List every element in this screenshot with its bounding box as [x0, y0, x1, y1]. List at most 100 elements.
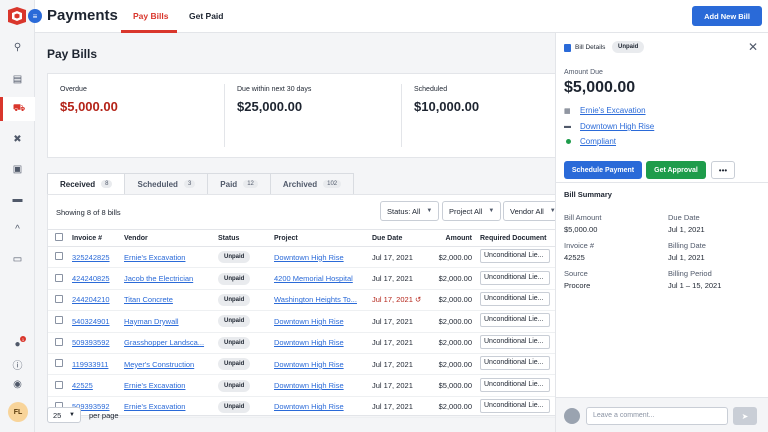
table-row[interactable]: 325242825 Ernie's Excavation Unpaid Downtow…	[48, 246, 579, 269]
project-link[interactable]: Downtown High Rise	[274, 402, 344, 412]
table-row[interactable]: 424240825 Jacob the Electrician Unpaid 4200…	[48, 267, 579, 290]
row-checkbox[interactable]	[55, 273, 63, 282]
table-row[interactable]: 119933911 Meyer's Construction Unpaid Downt…	[48, 353, 579, 376]
due-date: Jul 17, 2021	[372, 252, 413, 262]
vendor-link[interactable]: Jacob the Electrician	[124, 274, 194, 284]
add-new-bill-button[interactable]: Add New Bill	[692, 6, 762, 26]
tab-scheduled[interactable]: Scheduled 3	[124, 173, 209, 194]
bank-icon[interactable]: ⛟	[0, 97, 35, 121]
row-checkbox[interactable]	[55, 359, 63, 368]
user-avatar[interactable]: FL	[8, 402, 28, 422]
required-doc-select[interactable]: Unconditional Lie...	[480, 270, 550, 285]
vendor-link[interactable]: Ernie's Excavation	[580, 106, 646, 115]
page-size-select[interactable]: 25 ▼	[47, 407, 81, 423]
invoice-link[interactable]: 244204210	[72, 295, 110, 305]
more-options-button[interactable]: •••	[711, 161, 735, 179]
app-logo-icon[interactable]	[6, 6, 28, 26]
col-amount[interactable]: Amount	[430, 229, 476, 247]
chevron-down-icon: ▼	[426, 208, 433, 214]
close-icon[interactable]: ✕	[748, 40, 759, 54]
project-link[interactable]: Downtown High Rise	[274, 338, 344, 348]
row-checkbox[interactable]	[55, 316, 63, 325]
menu-icon[interactable]: ≡	[28, 9, 42, 23]
tab-received[interactable]: Received 8	[47, 173, 126, 194]
select-all-checkbox[interactable]	[55, 233, 63, 241]
inbox-icon[interactable]: ▭	[12, 253, 23, 265]
vendor-link[interactable]: Hayman Drywall	[124, 316, 179, 326]
invoice-link[interactable]: 424240825	[72, 274, 110, 284]
divider	[556, 182, 768, 183]
project-link[interactable]: Downtown High Rise	[274, 316, 344, 326]
col-invoice[interactable]: Invoice #	[68, 229, 120, 247]
status-filter[interactable]: Status: All ▼	[380, 201, 440, 221]
schedule-payment-button[interactable]: Schedule Payment	[564, 161, 642, 179]
row-checkbox-cell	[48, 267, 68, 290]
project-link[interactable]: Downtown High Rise	[274, 252, 344, 262]
table-row[interactable]: 509393592 Grasshopper Landsca... Unpaid Dow…	[48, 332, 579, 354]
vendor-link[interactable]: Grasshopper Landsca...	[124, 338, 205, 348]
invoice-link[interactable]: 119933911	[72, 359, 109, 369]
tab-get-paid[interactable]: Get Paid	[189, 11, 224, 21]
chat-icon[interactable]: ◉	[13, 378, 22, 390]
project-filter[interactable]: Project All ▼	[442, 201, 502, 221]
invoice-link[interactable]: 325242825	[72, 252, 110, 262]
send-icon[interactable]: ➤	[733, 407, 757, 425]
col-vendor[interactable]: Vendor	[120, 229, 214, 247]
invoice-link[interactable]: 42525	[72, 381, 93, 391]
vendor-link[interactable]: Ernie's Excavation	[124, 381, 186, 391]
project-link[interactable]: Downtown High Rise	[274, 381, 344, 391]
required-doc-select[interactable]: Unconditional Lie...	[480, 398, 550, 413]
vendor-link[interactable]: Ernie's Excavation	[124, 252, 186, 262]
compliance-link[interactable]: Compliant	[580, 137, 617, 146]
vendor-filter[interactable]: Vendor All ▼	[503, 201, 563, 221]
amount-cell: $2,000.00	[430, 246, 476, 269]
vendor-link[interactable]: Titan Concrete	[124, 295, 173, 305]
table-row[interactable]: 540324901 Hayman Drywall Unpaid Downtown Hi…	[48, 310, 579, 333]
col-status[interactable]: Status	[214, 229, 270, 247]
building-icon[interactable]: ▣	[12, 163, 23, 175]
col-due-date[interactable]: Due Date	[368, 229, 430, 247]
col-required-document[interactable]: Required Document	[476, 229, 579, 247]
required-doc-cell: Unconditional Lie...	[476, 289, 579, 312]
table-row[interactable]: 42525 Ernie's Excavation Unpaid Downtown Hi…	[48, 374, 579, 397]
documents-icon[interactable]: ▤	[12, 73, 23, 85]
required-doc-select[interactable]: Unconditional Lie...	[480, 356, 550, 371]
invoice-link[interactable]: 509393592	[72, 402, 110, 412]
row-checkbox[interactable]	[55, 380, 63, 389]
row-checkbox[interactable]	[55, 252, 63, 261]
vendor-cell: Ernie's Excavation	[120, 396, 214, 419]
required-doc-select[interactable]: Unconditional Lie...	[480, 291, 550, 306]
required-doc-select[interactable]: Unconditional Lie...	[480, 313, 550, 328]
project-cell: Downtown High Rise	[270, 310, 368, 333]
tools-icon[interactable]: ✖	[13, 133, 22, 145]
filter-label: Vendor All	[510, 206, 544, 216]
required-doc-select[interactable]: Unconditional Lie...	[480, 334, 550, 349]
comment-input[interactable]: Leave a comment...	[586, 407, 728, 425]
table-row[interactable]: 244204210 Titan Concrete Unpaid Washington …	[48, 289, 579, 312]
project-link[interactable]: Washington Heights To...	[274, 295, 357, 305]
col-project[interactable]: Project	[270, 229, 368, 247]
get-approval-button[interactable]: Get Approval	[646, 161, 706, 179]
bell-icon[interactable]: ● 1	[14, 336, 26, 350]
vendor-link[interactable]: Ernie's Excavation	[124, 402, 186, 412]
project-link[interactable]: 4200 Memorial Hospital	[274, 274, 353, 284]
required-doc-select[interactable]: Unconditional Lie...	[480, 377, 550, 392]
required-doc-select[interactable]: Unconditional Lie...	[480, 249, 550, 264]
invoice-link[interactable]: 509393592	[72, 338, 110, 348]
project-link[interactable]: Downtown High Rise	[274, 359, 344, 369]
chevron-up-icon[interactable]: ^	[15, 223, 20, 235]
row-checkbox[interactable]	[55, 337, 63, 346]
table-row[interactable]: 509393592 Ernie's Excavation Unpaid Downtow…	[48, 396, 579, 419]
tab-pay-bills[interactable]: Pay Bills	[133, 11, 169, 21]
tab-paid[interactable]: Paid 12	[207, 173, 271, 194]
info-icon[interactable]: ⓘ	[12, 360, 23, 372]
tab-archived[interactable]: Archived 102	[269, 173, 355, 194]
search-icon[interactable]: ⚲	[13, 41, 22, 53]
folder-icon[interactable]: ▬	[12, 193, 23, 205]
project-link[interactable]: Downtown High Rise	[580, 122, 655, 131]
row-checkbox[interactable]	[55, 294, 63, 303]
invoice-link[interactable]: 540324901	[72, 316, 110, 326]
vendor-link[interactable]: Meyer's Construction	[124, 359, 195, 369]
project-cell: Downtown High Rise	[270, 246, 368, 269]
panel-title: Bill Details	[575, 44, 606, 51]
